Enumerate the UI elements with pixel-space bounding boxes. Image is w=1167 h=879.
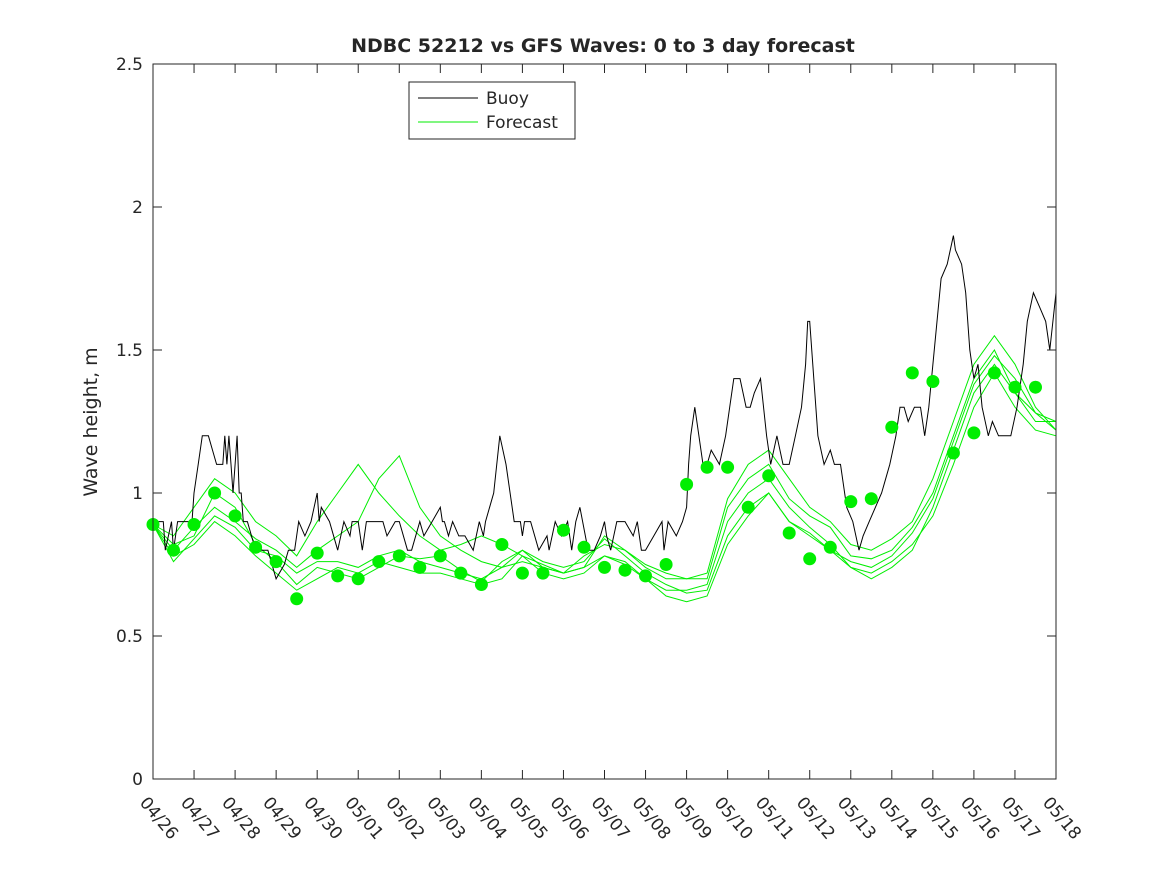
chart-title: NDBC 52212 vs GFS Waves: 0 to 3 day fore… xyxy=(351,35,855,57)
forecast-marker-21 xyxy=(577,540,591,554)
y-tick-label-4: 2 xyxy=(132,198,143,218)
forecast-series-line-4 xyxy=(152,354,1057,594)
forecast-marker-1 xyxy=(167,543,180,557)
forecast-marker-10 xyxy=(351,572,365,586)
forecast-marker-13 xyxy=(413,560,427,574)
buoy-series-line xyxy=(153,235,1057,581)
forecast-series-line-1 xyxy=(152,349,1056,586)
forecast-marker-3 xyxy=(208,486,222,500)
forecast-marker-9 xyxy=(331,569,345,583)
forecast-marker-14 xyxy=(433,549,447,563)
forecast-marker-27 xyxy=(700,460,714,474)
forecast-marker-6 xyxy=(269,555,283,569)
forecast-marker-39 xyxy=(946,446,960,460)
forecast-marker-24 xyxy=(639,569,652,583)
forecast-marker-36 xyxy=(885,420,899,434)
y-tick-label-0: 0 xyxy=(132,770,143,790)
legend-forecast-label: Forecast xyxy=(486,113,558,133)
legend-buoy-label: Buoy xyxy=(486,89,529,109)
legend-box xyxy=(408,81,576,140)
forecast-marker-7 xyxy=(290,592,304,606)
forecast-marker-40 xyxy=(967,426,981,440)
forecast-marker-23 xyxy=(618,563,632,577)
forecast-marker-29 xyxy=(741,500,755,514)
forecast-marker-18 xyxy=(515,566,529,580)
forecast-marker-4 xyxy=(228,509,242,523)
forecast-series-line-3 xyxy=(152,334,1057,580)
plot-area xyxy=(146,235,1057,606)
forecast-marker-19 xyxy=(536,566,550,580)
y-tick-label-3: 1.5 xyxy=(116,341,143,361)
forecast-marker-20 xyxy=(557,523,570,537)
forecast-marker-5 xyxy=(249,540,263,554)
forecast-marker-33 xyxy=(823,540,837,554)
y-tick-label-1: 0.5 xyxy=(116,627,143,647)
forecast-marker-32 xyxy=(803,552,817,566)
forecast-marker-2 xyxy=(187,518,201,531)
forecast-marker-28 xyxy=(721,460,735,474)
forecast-marker-37 xyxy=(905,366,919,380)
forecast-marker-22 xyxy=(598,560,611,574)
forecast-marker-25 xyxy=(659,558,673,571)
forecast-marker-43 xyxy=(1029,380,1042,394)
forecast-marker-8 xyxy=(310,546,324,560)
forecast-marker-26 xyxy=(680,477,694,491)
forecast-marker-35 xyxy=(864,492,878,506)
y-axis-label: Wave height, m xyxy=(80,347,102,496)
forecast-marker-41 xyxy=(987,366,1001,380)
y-tick-label-2: 1 xyxy=(132,484,143,504)
forecast-marker-42 xyxy=(1008,380,1022,394)
forecast-marker-34 xyxy=(844,495,858,509)
forecast-marker-17 xyxy=(495,538,509,551)
forecast-series-line-5 xyxy=(152,363,1057,603)
forecast-marker-16 xyxy=(474,578,488,591)
y-tick-label-5: 2.5 xyxy=(116,55,143,75)
forecast-marker-38 xyxy=(926,375,940,388)
forecast-marker-30 xyxy=(762,469,776,483)
legend: Buoy Forecast xyxy=(408,81,576,140)
forecast-marker-31 xyxy=(782,526,796,540)
forecast-marker-15 xyxy=(454,566,468,580)
forecast-marker-11 xyxy=(372,555,386,569)
forecast-marker-12 xyxy=(392,549,406,563)
